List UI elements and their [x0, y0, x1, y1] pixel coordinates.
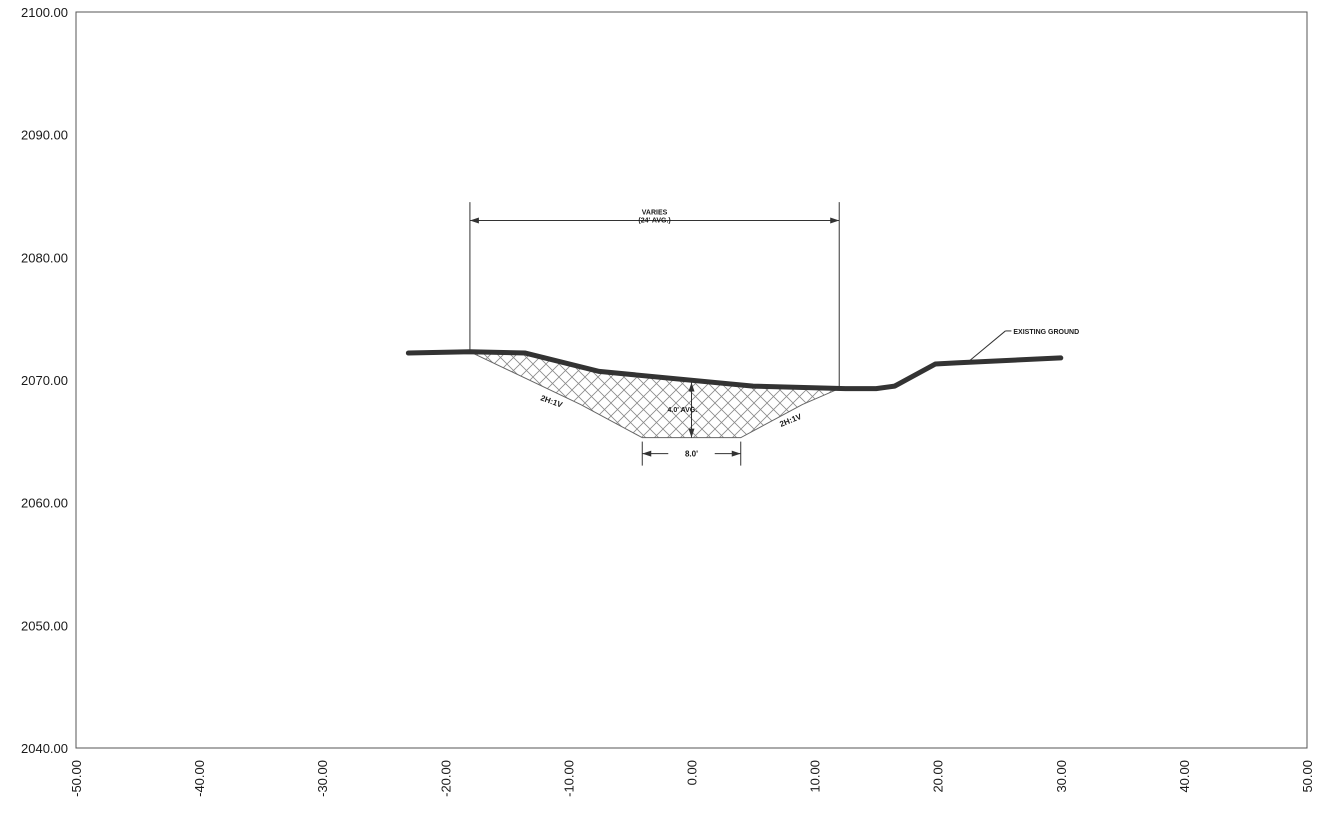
y-tick-label: 2070.00: [21, 373, 68, 388]
x-tick-label: 0.00: [685, 760, 700, 785]
y-tick-label: 2090.00: [21, 128, 68, 143]
width-arrow-left: [469, 217, 479, 224]
x-tick-label: 40.00: [1177, 760, 1192, 793]
existing-ground-label: EXISTING GROUND: [1013, 329, 1079, 336]
y-axis-tick-labels: 2100.00 2090.00 2080.00 2070.00 2060.00 2050.…: [21, 5, 68, 756]
y-tick-label: 2060.00: [21, 496, 68, 511]
x-tick-label: 10.00: [808, 760, 823, 793]
depth-label: 4.0' AVG.: [668, 407, 698, 414]
y-tick-label: 2040.00: [21, 741, 68, 756]
bottom-arrow-left: [642, 450, 652, 457]
width-label-average: (24' AVG.): [638, 218, 670, 225]
depth-arrow-bottom: [688, 428, 695, 438]
x-tick-label: -10.00: [561, 760, 576, 797]
existing-ground-leader: [968, 330, 1006, 362]
x-tick-label: -40.00: [192, 760, 207, 797]
width-arrow-right: [830, 217, 840, 224]
x-axis-tick-labels: -50.00 -40.00 -30.00 -20.00 -10.00 0.00 10.00 2…: [69, 760, 1315, 797]
existing-ground-line: [405, 349, 1064, 392]
x-tick-label: 30.00: [1054, 760, 1069, 793]
x-tick-label: -30.00: [315, 760, 330, 797]
x-tick-label: -20.00: [438, 760, 453, 797]
depth-arrow-top: [688, 382, 695, 392]
x-tick-label: 50.00: [1300, 760, 1315, 793]
left-slope-label: 2H:1V: [539, 393, 564, 409]
bottom-arrow-right: [731, 450, 741, 457]
y-tick-label: 2080.00: [21, 250, 68, 265]
dimension-annotations: VARIES(24' AVG.)4.0' AVG.8.0'2H:1V2H:1VE…: [469, 202, 1079, 466]
y-tick-label: 2100.00: [21, 5, 68, 20]
plot-frame: [75, 11, 1308, 749]
width-label-varies: VARIES: [642, 210, 668, 217]
bottom-width-label: 8.0': [685, 450, 698, 459]
x-tick-label: -50.00: [69, 760, 84, 797]
y-tick-label: 2050.00: [21, 618, 68, 633]
x-tick-label: 20.00: [931, 760, 946, 793]
